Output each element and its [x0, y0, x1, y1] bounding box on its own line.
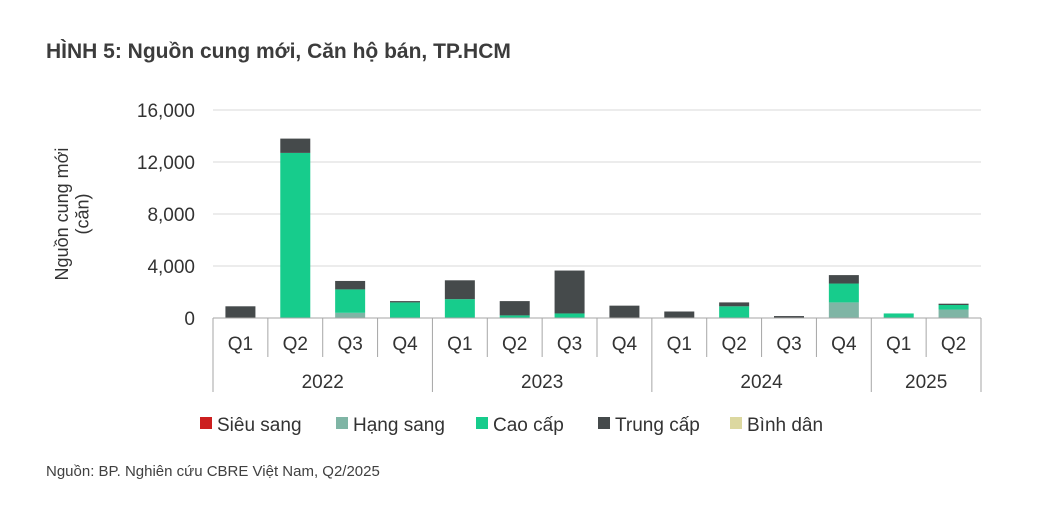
chart-title: HÌNH 5: Nguồn cung mới, Căn hộ bán, TP.H… [46, 40, 511, 63]
y-axis-label: Nguồn cung mới(căn) [52, 148, 93, 281]
legend: Siêu sang Hạng sang Cao cấp Trung cấp Bình d… [200, 415, 823, 436]
bars [225, 138, 969, 318]
group-label: 2025 [905, 372, 947, 393]
bar-segment [554, 313, 585, 318]
bar-segment [390, 301, 420, 303]
x-tick-label: Q2 [941, 334, 966, 355]
y-axis-label-line: Nguồn cung mới [52, 148, 72, 281]
group-label: 2022 [302, 372, 344, 393]
bar-segment [390, 302, 420, 318]
y-axis-label-line: (căn) [73, 193, 93, 234]
bar-segment [883, 313, 914, 318]
y-tick-label: 8,000 [147, 205, 195, 226]
legend-label: Cao cấp [493, 415, 564, 436]
legend-label: Bình dân [747, 415, 823, 436]
bar-segment [280, 138, 311, 153]
bar-segment [828, 302, 859, 318]
gridlines [213, 109, 981, 267]
x-tick-label: Q3 [337, 334, 362, 355]
bar-segment [335, 289, 366, 313]
bar-segment [335, 280, 366, 290]
bar-segment [719, 302, 750, 307]
bar-segment [444, 299, 475, 318]
x-tick-label: Q4 [612, 334, 638, 355]
legend-swatch [336, 417, 348, 429]
bar-segment [499, 301, 530, 316]
legend-swatch [200, 417, 212, 429]
x-tick-label: Q1 [886, 334, 911, 355]
legend-swatch [476, 417, 488, 429]
bar-segment [828, 275, 859, 284]
legend-label: Trung cấp [615, 415, 700, 436]
x-tick-label: Q1 [667, 334, 692, 355]
bar-segment [664, 311, 695, 318]
bar-segment [335, 312, 366, 318]
bar-segment [609, 305, 640, 318]
x-tick-label: Q3 [557, 334, 582, 355]
y-tick-label: 12,000 [137, 153, 195, 174]
bar-segment [938, 303, 969, 305]
bar-segment [280, 152, 311, 318]
x-tick-label: Q3 [776, 334, 801, 355]
x-tick-label: Q4 [392, 334, 418, 355]
x-tick-label: Q1 [228, 334, 253, 355]
bar-segment [828, 283, 859, 303]
y-tick-label: 16,000 [137, 101, 195, 122]
x-tick-label: Q2 [502, 334, 527, 355]
bar-segment [444, 280, 475, 300]
legend-label: Siêu sang [217, 415, 302, 436]
y-tick-label: 4,000 [147, 257, 195, 278]
x-tick-label: Q1 [447, 334, 472, 355]
x-tick-label: Q2 [721, 334, 746, 355]
bar-segment [225, 306, 256, 318]
group-label: 2024 [740, 372, 783, 393]
x-tick-labels: Q1 Q2 Q3 Q4 Q1 Q2 Q3 Q4 Q1 Q2 Q3 Q4 Q1 Q2 [228, 334, 967, 355]
bar-segment [499, 315, 530, 318]
y-tick-label: 0 [184, 309, 195, 330]
legend-label: Hạng sang [353, 415, 445, 436]
group-label: 2023 [521, 372, 563, 393]
x-tick-label: Q2 [283, 334, 308, 355]
bar-segment [554, 270, 585, 314]
axes [212, 317, 982, 392]
bar-segment [938, 305, 969, 310]
source-note: Nguồn: BP. Nghiên cứu CBRE Việt Nam, Q2/… [46, 463, 380, 480]
year-group-labels: 2022 2023 2024 2025 [302, 372, 948, 393]
legend-swatch [730, 417, 742, 429]
y-tick-labels: 0 4,000 8,000 12,000 16,000 [137, 101, 195, 330]
bar-segment [774, 316, 804, 318]
bar-segment [938, 309, 969, 318]
bar-segment [719, 306, 750, 318]
legend-swatch [598, 417, 610, 429]
x-tick-label: Q4 [831, 334, 857, 355]
